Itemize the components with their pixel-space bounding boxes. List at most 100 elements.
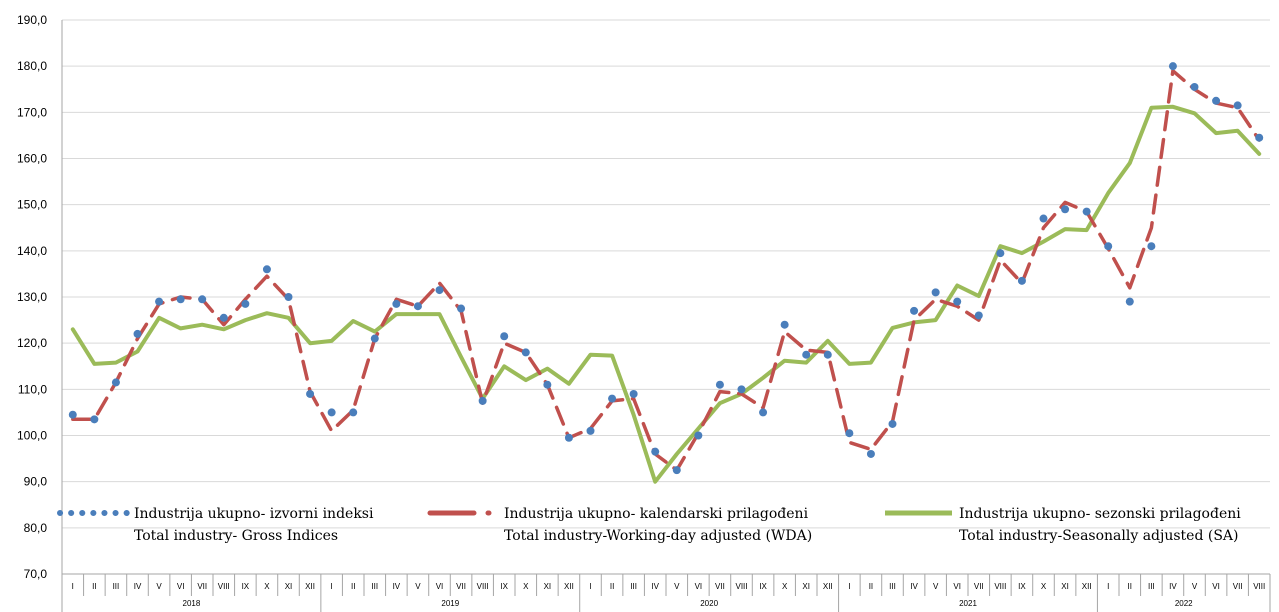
x-tick-label: IX — [242, 582, 250, 591]
x-tick-label: I — [848, 582, 850, 591]
data-point-gross — [68, 410, 77, 419]
data-point-gross — [672, 466, 681, 475]
x-tick-label: I — [331, 582, 333, 591]
x-tick-label: XII — [1082, 582, 1092, 591]
x-tick-label: VI — [695, 582, 703, 591]
data-point-gross — [1125, 297, 1134, 306]
data-point-gross — [910, 306, 919, 315]
data-point-gross — [478, 396, 487, 405]
data-point-gross — [327, 408, 336, 417]
x-tick-label: VII — [974, 582, 984, 591]
x-tick-label: XI — [285, 582, 293, 591]
x-tick-label: III — [889, 582, 896, 591]
x-tick-label: I — [72, 582, 74, 591]
data-point-gross — [586, 426, 595, 435]
x-tick-label: IV — [134, 582, 142, 591]
series-wda-line — [71, 69, 1261, 472]
y-tick-label: 160,0 — [17, 152, 47, 166]
y-tick-label: 180,0 — [17, 59, 47, 73]
data-point-gross — [629, 389, 638, 398]
x-tick-label: VI — [177, 582, 185, 591]
x-year-label: 2019 — [441, 599, 459, 608]
legend-label-gross: Industrija ukupno- izvorni indeksi — [134, 506, 374, 522]
data-point-gross — [1168, 62, 1177, 71]
x-tick-label: VII — [1233, 582, 1243, 591]
data-point-gross — [996, 249, 1005, 258]
x-tick-label: I — [1107, 582, 1109, 591]
legend-label-wda: Industrija ukupno- kalendarski prilagođe… — [504, 506, 809, 522]
x-tick-label: XI — [544, 582, 552, 591]
x-tick-label: VII — [197, 582, 207, 591]
x-axis-ticks: I II III IV V VI VII VIII IX X XI XII I II III IV V VI VII… — [72, 582, 1266, 608]
data-point-gross — [1255, 133, 1264, 142]
x-tick-label: IX — [759, 582, 767, 591]
data-point-gross — [888, 419, 897, 428]
x-tick-label: III — [371, 582, 378, 591]
data-point-gross — [608, 394, 617, 403]
x-tick-label: X — [782, 582, 788, 591]
data-point-gross — [802, 350, 811, 359]
y-tick-label: 120,0 — [17, 336, 47, 350]
x-tick-label: II — [869, 582, 873, 591]
legend-label-sa: Industrija ukupno- sezonski prilagođeni — [959, 506, 1241, 522]
x-tick-label: X — [523, 582, 529, 591]
data-point-gross — [392, 299, 401, 308]
x-tick-label: VIII — [1253, 582, 1265, 591]
y-tick-label: 190,0 — [17, 13, 47, 27]
data-point-gross — [1190, 82, 1199, 91]
x-tick-label: II — [610, 582, 614, 591]
x-tick-label: VII — [715, 582, 725, 591]
data-point-gross — [176, 295, 185, 304]
x-tick-label: V — [933, 582, 939, 591]
x-year-label: 2022 — [1175, 599, 1193, 608]
data-point-gross — [370, 334, 379, 343]
data-point-gross — [1017, 276, 1026, 285]
y-tick-label: 140,0 — [17, 244, 47, 258]
x-tick-label: IX — [500, 582, 508, 591]
x-tick-label: XII — [564, 582, 574, 591]
data-point-gross — [974, 311, 983, 320]
series-gross-points — [68, 62, 1264, 475]
data-point-gross — [1233, 101, 1242, 110]
data-point-gross — [457, 304, 466, 313]
x-tick-label: IV — [393, 582, 401, 591]
legend-item-sa: Industrija ukupno- sezonski prilagođeni … — [885, 506, 1241, 544]
data-point-gross — [198, 295, 207, 304]
legend-item-gross: Industrija ukupno- izvorni indeksi Total… — [57, 506, 374, 544]
x-tick-label: V — [1192, 582, 1198, 591]
data-point-gross — [931, 288, 940, 297]
x-tick-label: V — [415, 582, 421, 591]
x-tick-label: IV — [910, 582, 918, 591]
x-tick-label: VI — [953, 582, 961, 591]
y-tick-label: 100,0 — [17, 429, 47, 443]
grid — [61, 19, 1270, 604]
data-point-gross — [845, 429, 854, 438]
data-point-gross — [1039, 214, 1048, 223]
x-tick-label: V — [674, 582, 680, 591]
x-tick-label: XI — [1061, 582, 1069, 591]
x-tick-label: VI — [1212, 582, 1220, 591]
data-point-gross — [1147, 242, 1156, 251]
data-point-gross — [715, 380, 724, 389]
x-tick-label: III — [1148, 582, 1155, 591]
data-point-gross — [564, 433, 573, 442]
data-point-gross — [759, 408, 768, 417]
data-point-gross — [435, 286, 444, 295]
legend-label-sa-en: Total industry-Seasonally adjusted (SA) — [959, 528, 1239, 544]
x-tick-label: XII — [823, 582, 833, 591]
data-point-gross — [780, 320, 789, 329]
y-tick-label: 80,0 — [24, 521, 48, 535]
data-point-gross — [90, 415, 99, 424]
x-tick-label: XI — [802, 582, 810, 591]
x-tick-label: VIII — [735, 582, 747, 591]
legend-label-wda-en: Total industry-Working-day adjusted (WDA… — [504, 528, 812, 544]
x-tick-label: III — [113, 582, 120, 591]
x-tick-label: II — [351, 582, 355, 591]
x-tick-label: IX — [1018, 582, 1026, 591]
x-tick-label: II — [1128, 582, 1132, 591]
data-point-gross — [306, 389, 315, 398]
data-point-gross — [133, 329, 142, 338]
x-tick-label: II — [92, 582, 96, 591]
x-tick-label: VI — [436, 582, 444, 591]
